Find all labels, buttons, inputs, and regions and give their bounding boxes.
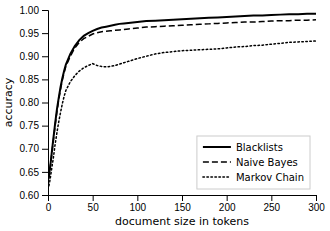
- tick: 1.00: [20, 5, 48, 16]
- tick-mark: [42, 103, 48, 104]
- y-axis-title: accuracy: [2, 77, 15, 127]
- x-axis: 0 50 100 150 200 250 300: [46, 195, 326, 213]
- tick-label: 0.95: [20, 28, 40, 39]
- legend-swatch: [203, 176, 231, 178]
- tick-mark: [42, 79, 48, 80]
- legend-item: Blacklists: [203, 142, 283, 153]
- tick-mark: [42, 149, 48, 150]
- legend-label: Markov Chain: [236, 172, 304, 183]
- tick-label: 100: [129, 202, 146, 213]
- tick-label: 0.80: [20, 97, 40, 108]
- tick-label: 0.90: [20, 51, 40, 62]
- tick: 0: [46, 195, 52, 213]
- tick: 0.70: [20, 143, 48, 154]
- tick-mark: [182, 195, 183, 201]
- tick-label: 0.60: [20, 190, 40, 201]
- tick-label: 150: [174, 202, 191, 213]
- tick-mark: [42, 126, 48, 127]
- tick-mark: [227, 195, 228, 201]
- tick: 100: [129, 195, 146, 213]
- tick: 0.90: [20, 51, 48, 62]
- plot: 0501001502002503000.600.650.700.750.800.…: [20, 5, 326, 213]
- tick: 0.85: [20, 74, 48, 85]
- tick: 50: [88, 195, 100, 213]
- tick: 0.95: [20, 28, 48, 39]
- tick-mark: [93, 195, 94, 201]
- tick-label: 0: [46, 202, 52, 213]
- legend: Blacklists Naive Bayes Markov Chain: [197, 136, 310, 189]
- tick-mark: [271, 195, 272, 201]
- tick-mark: [42, 33, 48, 34]
- x-axis-title: document size in tokens: [115, 215, 249, 228]
- tick-label: 50: [88, 202, 100, 213]
- tick-label: 0.70: [20, 143, 40, 154]
- chart: 0501001502002503000.600.650.700.750.800.…: [0, 0, 330, 231]
- tick: 0.60: [20, 190, 48, 201]
- tick: 250: [263, 195, 280, 213]
- legend-label: Blacklists: [236, 142, 283, 153]
- tick-mark: [137, 195, 138, 201]
- legend-swatch: [203, 161, 231, 163]
- tick-mark: [42, 56, 48, 57]
- axis-line: [42, 11, 49, 196]
- legend-box: [197, 136, 310, 189]
- lines: [49, 14, 316, 186]
- tick-mark: [42, 172, 48, 173]
- tick-label: 250: [263, 202, 280, 213]
- tick-label: 0.65: [20, 167, 40, 178]
- tick-label: 300: [308, 202, 325, 213]
- tick: 0.75: [20, 120, 48, 131]
- tick-mark: [42, 195, 48, 196]
- y-axis: 0.60 0.65 0.70 0.75 0.80 0.85 0.90 0.95 1.00: [20, 5, 49, 201]
- tick-label: 1.00: [20, 5, 40, 16]
- tick: 150: [174, 195, 191, 213]
- tick: 200: [219, 195, 236, 213]
- legend-swatch: [203, 146, 231, 148]
- tick: 0.80: [20, 97, 48, 108]
- legend-item: Markov Chain: [203, 172, 304, 183]
- line: [49, 41, 316, 186]
- legend-item: Naive Bayes: [203, 157, 298, 168]
- tick-label: 0.75: [20, 120, 40, 131]
- tick-label: 0.85: [20, 74, 40, 85]
- axis-line: [49, 196, 317, 202]
- legend-label: Naive Bayes: [236, 157, 298, 168]
- tick-label: 200: [219, 202, 236, 213]
- tick-mark: [316, 195, 317, 201]
- tick: 0.65: [20, 167, 48, 178]
- tick-mark: [42, 10, 48, 11]
- tick: 300: [308, 195, 325, 213]
